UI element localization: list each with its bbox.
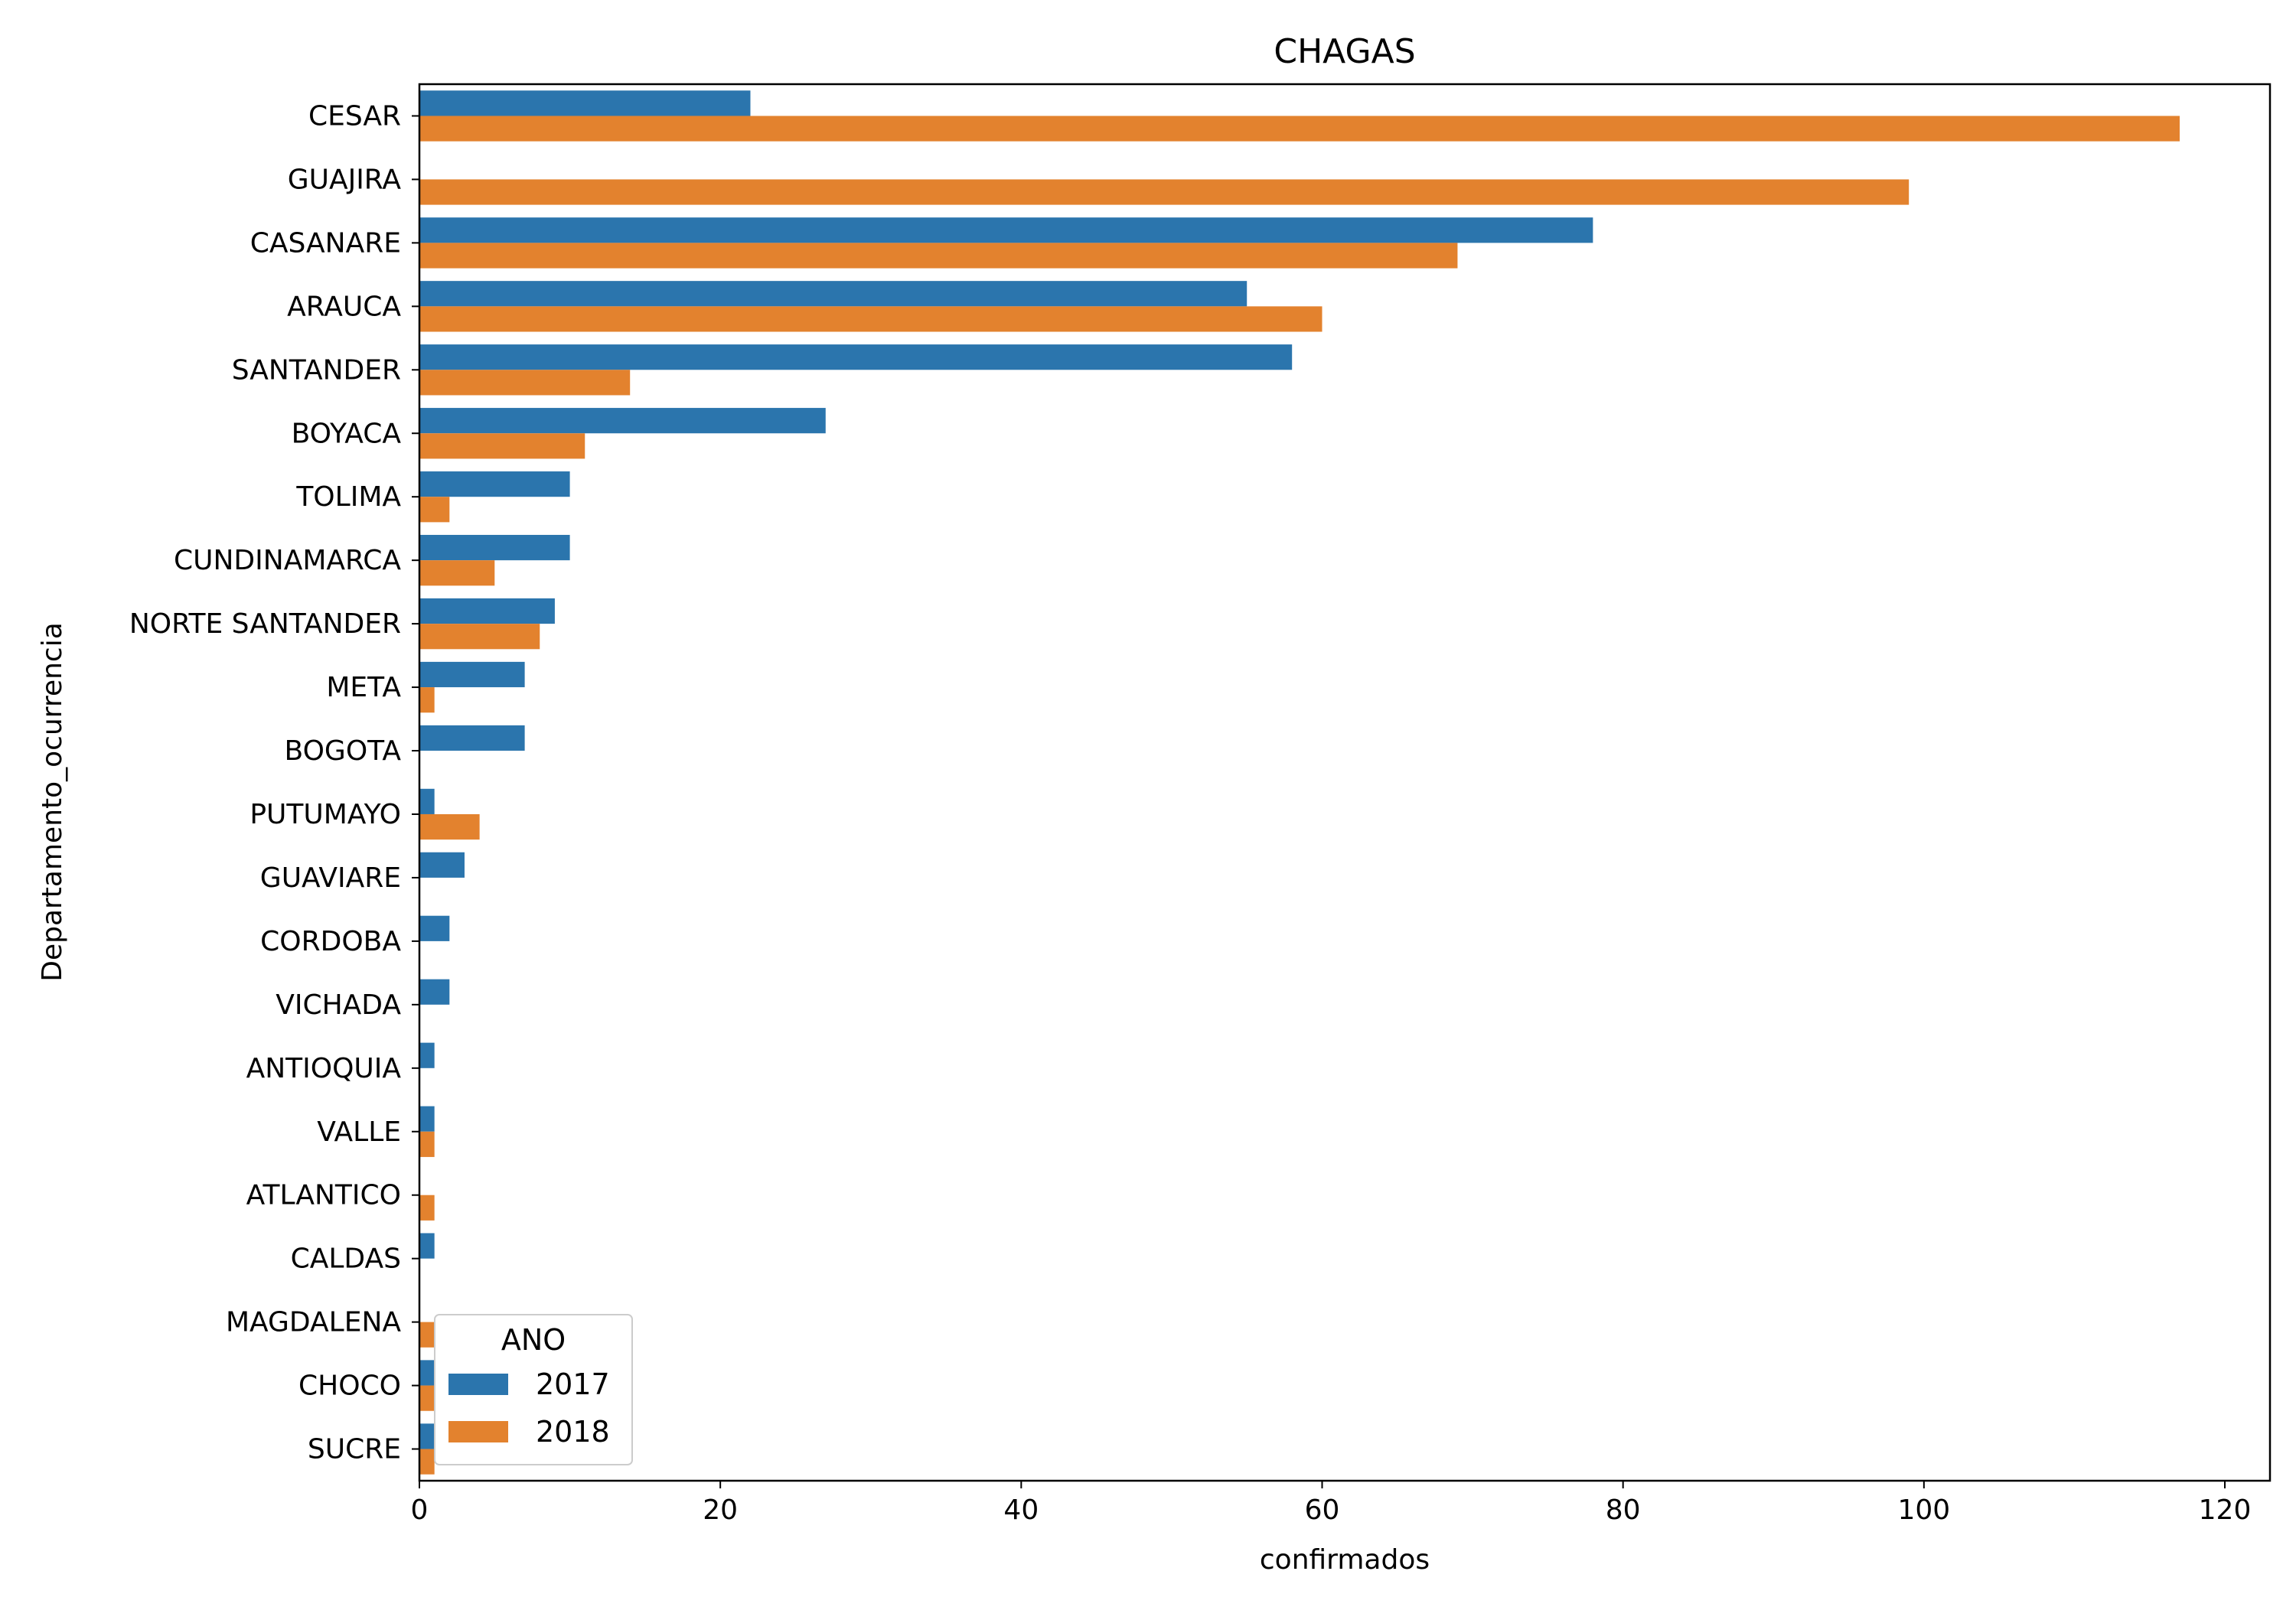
bar-guajira-2018: [419, 179, 1910, 205]
bar-boyaca-2018: [419, 433, 585, 459]
y-tick-label: MAGDALENA: [226, 1307, 401, 1338]
bar-cordoba-2017: [419, 915, 450, 941]
x-tick-label: 120: [2199, 1495, 2252, 1526]
y-tick-label: BOGOTA: [285, 735, 402, 767]
bar-santander-2017: [419, 344, 1293, 370]
bar-valle-2018: [419, 1131, 435, 1157]
bar-arauca-2018: [419, 306, 1322, 332]
bar-cundinamarca-2017: [419, 534, 570, 561]
y-tick-label: VICHADA: [276, 989, 401, 1021]
bar-cundinamarca-2018: [419, 560, 495, 586]
bar-arauca-2017: [419, 281, 1247, 307]
y-axis-ticks: CESAR GUAJIRA CASANARE ARAUCA SANTANDER BOYAC…: [129, 100, 419, 1465]
legend-title: ANO: [501, 1323, 566, 1357]
legend: ANO 2017 2018: [434, 1314, 633, 1465]
y-tick-label: ANTIOQUIA: [246, 1053, 402, 1084]
x-tick-label: 20: [703, 1495, 738, 1526]
x-tick-label: 80: [1606, 1495, 1641, 1526]
y-tick-label: GUAJIRA: [288, 164, 402, 195]
bars-group: [419, 90, 2180, 1475]
bar-norte-santander-2018: [419, 624, 540, 650]
y-tick-label: BOYACA: [292, 418, 402, 449]
y-tick-label: CORDOBA: [260, 926, 401, 957]
bar-caldas-2017: [419, 1233, 435, 1259]
y-tick-label: ARAUCA: [287, 291, 401, 322]
x-tick-label: 40: [1003, 1495, 1039, 1526]
bar-cesar-2017: [419, 90, 751, 116]
y-tick-label: SUCRE: [308, 1434, 401, 1465]
bar-tolima-2017: [419, 471, 570, 497]
x-tick-label: 60: [1305, 1495, 1340, 1526]
bar-santander-2018: [419, 370, 631, 396]
x-axis-label: confirmados: [1260, 1544, 1430, 1576]
chart-title: CHAGAS: [1274, 32, 1415, 71]
y-tick-label: VALLE: [317, 1116, 401, 1148]
bar-casanare-2018: [419, 243, 1458, 269]
x-tick-label: 100: [1897, 1495, 1950, 1526]
bar-guaviare-2017: [419, 852, 465, 878]
legend-swatch-2017: [448, 1374, 508, 1395]
y-tick-label: SANTANDER: [232, 354, 401, 386]
bar-vichada-2017: [419, 979, 450, 1005]
y-tick-label: ATLANTICO: [246, 1180, 401, 1211]
y-axis-label: Departamento_ocurrencia: [37, 622, 68, 982]
y-tick-label: PUTUMAYO: [249, 799, 401, 830]
y-tick-label: CUNDINAMARCA: [174, 545, 401, 576]
bar-magdalena-2018: [419, 1322, 435, 1348]
bar-cesar-2018: [419, 116, 2180, 142]
bar-meta-2017: [419, 661, 525, 688]
y-tick-label: META: [326, 672, 401, 703]
y-tick-label: CALDAS: [291, 1244, 401, 1275]
bar-sucre-2017: [419, 1423, 435, 1449]
bar-casanare-2017: [419, 217, 1593, 243]
y-tick-label: CASANARE: [250, 227, 401, 259]
bar-tolima-2018: [419, 497, 450, 523]
legend-label-2017: 2017: [536, 1367, 610, 1401]
bar-antioquia-2017: [419, 1042, 435, 1068]
bar-putumayo-2018: [419, 813, 480, 840]
y-tick-label: CESAR: [308, 100, 401, 132]
bar-meta-2018: [419, 687, 435, 713]
legend-entries: 2017 2018: [448, 1367, 610, 1449]
bar-choco-2018: [419, 1385, 435, 1411]
bar-putumayo-2017: [419, 788, 435, 814]
bar-valle-2017: [419, 1106, 435, 1132]
legend-swatch-2018: [448, 1421, 508, 1442]
bar-sucre-2018: [419, 1449, 435, 1475]
x-tick-label: 0: [411, 1495, 429, 1526]
y-tick-label: GUAVIARE: [260, 862, 401, 894]
legend-label-2018: 2018: [536, 1415, 610, 1449]
y-tick-label: NORTE SANTANDER: [129, 608, 401, 640]
bar-atlantico-2018: [419, 1195, 435, 1221]
y-tick-label: TOLIMA: [295, 481, 401, 513]
y-tick-label: CHOCO: [298, 1371, 401, 1402]
bar-norte-santander-2017: [419, 598, 555, 624]
bar-choco-2017: [419, 1360, 435, 1386]
bar-boyaca-2017: [419, 408, 826, 434]
plot-frame: [418, 83, 2272, 1482]
bar-bogota-2017: [419, 725, 525, 751]
x-axis-ticks: 0 20 40 60 80 100 120: [411, 1481, 2252, 1526]
